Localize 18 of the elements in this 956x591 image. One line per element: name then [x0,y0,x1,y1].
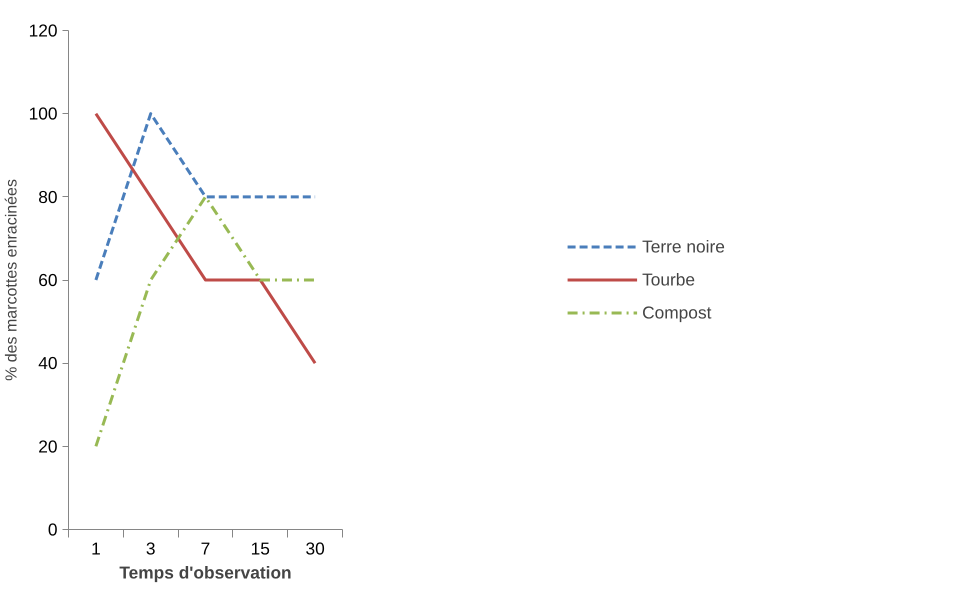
y-tick-label: 100 [28,104,58,124]
x-tick-label: 15 [250,538,270,558]
line-series [94,112,317,365]
x-axis-title: Temps d'observation [119,562,292,582]
y-tick-label: 0 [48,520,58,540]
y-tick-label: 40 [38,353,58,374]
y-tick-label: 60 [38,270,58,290]
x-tick-label: 1 [91,538,101,558]
x-tick-label: 3 [146,538,156,558]
legend-label: Tourbe [642,269,696,290]
x-tick-label: 30 [305,538,325,558]
y-tick-label: 80 [38,186,58,207]
legend-label: Compost [642,302,712,323]
y-tick-label: 20 [38,436,58,456]
x-tick-label: 7 [200,538,210,558]
legend-label: Terre noire [642,236,725,257]
y-axis-title: % des marcottes enracinées [4,179,21,381]
y-tick-label: 120 [28,20,58,40]
